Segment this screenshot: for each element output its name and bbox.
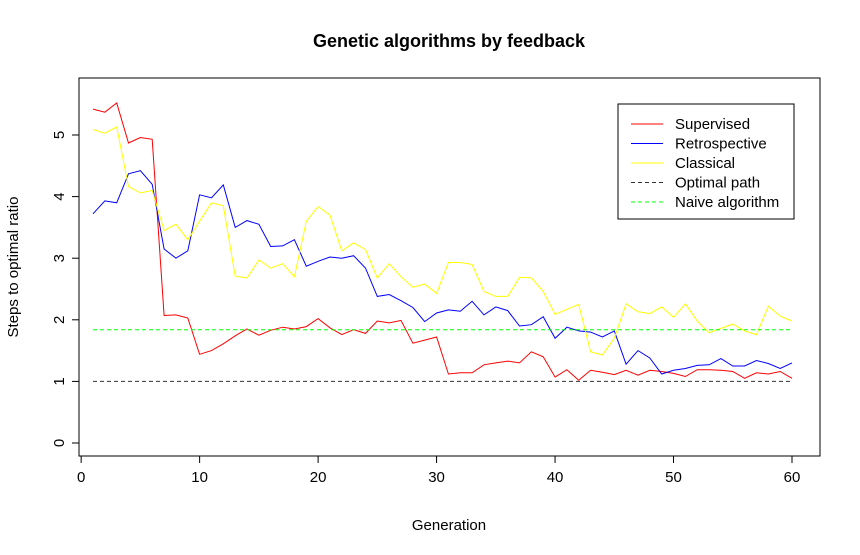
legend-label: Naive algorithm	[675, 194, 779, 211]
x-tick-label: 60	[784, 469, 801, 486]
y-tick-label: 5	[51, 131, 68, 139]
legend-label: Optimal path	[675, 175, 760, 192]
x-tick-label: 20	[310, 469, 327, 486]
legend-label: Classical	[675, 155, 735, 172]
x-tick-label: 10	[191, 469, 208, 486]
x-tick-label: 30	[428, 469, 445, 486]
series-line-supervised	[92, 102, 793, 381]
y-tick-label: 0	[51, 439, 68, 447]
legend-label: Supervised	[675, 116, 750, 133]
x-tick-label: 0	[77, 469, 85, 486]
x-axis-label: Generation	[412, 517, 486, 534]
y-tick-label: 2	[51, 316, 68, 324]
legend-label: Retrospective	[675, 136, 767, 153]
series-line-classical	[92, 126, 793, 356]
y-tick-label: 1	[51, 377, 68, 385]
series-layer	[92, 102, 793, 382]
x-tick-label: 40	[547, 469, 564, 486]
chart-title: Genetic algorithms by feedback	[313, 31, 586, 51]
y-tick-label: 4	[51, 192, 68, 200]
x-tick-label: 50	[665, 469, 682, 486]
legend-box	[617, 103, 795, 220]
y-axis: 0 1 2 3 4 5	[51, 131, 80, 447]
y-tick-label: 3	[51, 254, 68, 262]
x-axis: 0 10 20 30 40 50 60	[77, 455, 801, 486]
y-axis-label: Steps to optimal ratio	[5, 197, 22, 338]
series-line-retrospective	[92, 170, 793, 375]
legend: Supervised Retrospective Classical Optimal …	[617, 103, 795, 220]
